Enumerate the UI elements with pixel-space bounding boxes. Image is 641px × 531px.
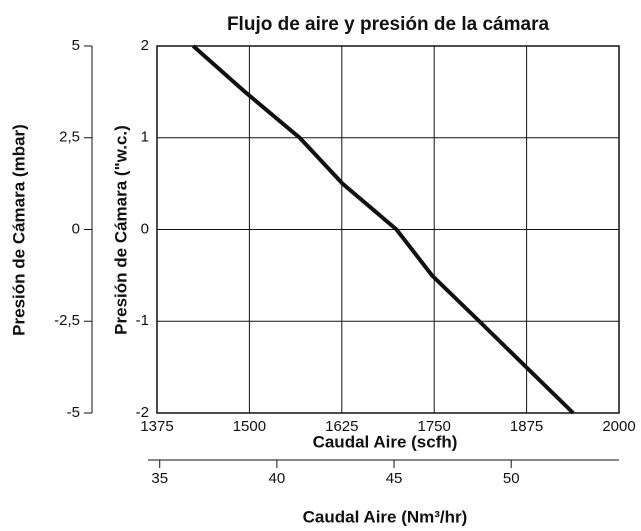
data-line	[191, 44, 575, 415]
x2-tick-label: 50	[503, 470, 520, 487]
y2-tick-label: 2,5	[59, 129, 80, 146]
x-tick-label: 1500	[233, 418, 266, 435]
x2-axis-label: Caudal Aire (Nm³/hr)	[303, 507, 468, 526]
x-tick-label: 1875	[510, 418, 543, 435]
y-tick-label: 0	[141, 220, 149, 237]
y2-axis-label: Presión de Cámara (mbar)	[9, 124, 28, 336]
x2-tick-label: 45	[386, 470, 403, 487]
x-tick-label: 1625	[325, 418, 358, 435]
y-tick-label: -1	[136, 312, 149, 329]
y2-tick-label: -5	[67, 404, 80, 421]
plot-frame	[156, 45, 620, 414]
y-axis-label: Presión de Cámara ("w.c.)	[111, 125, 130, 335]
x-tick-label: 2000	[602, 418, 635, 435]
x-tick-label: 1750	[418, 418, 451, 435]
y-tick-label: -2	[136, 404, 149, 421]
chart-title: Flujo de aire y presión de la cámara	[227, 14, 550, 35]
x-tick-label: 1375	[140, 418, 173, 435]
x2-tick-label: 40	[269, 470, 286, 487]
x2-tick-label: 35	[151, 470, 168, 487]
y-tick-label: 1	[141, 129, 149, 146]
x-axis-label: Caudal Aire (scfh)	[313, 432, 458, 451]
y2-tick-label: -2,5	[54, 312, 80, 329]
y2-tick-label: 0	[72, 220, 80, 237]
y2-tick-label: 5	[72, 37, 80, 54]
y-tick-label: 2	[141, 37, 149, 54]
